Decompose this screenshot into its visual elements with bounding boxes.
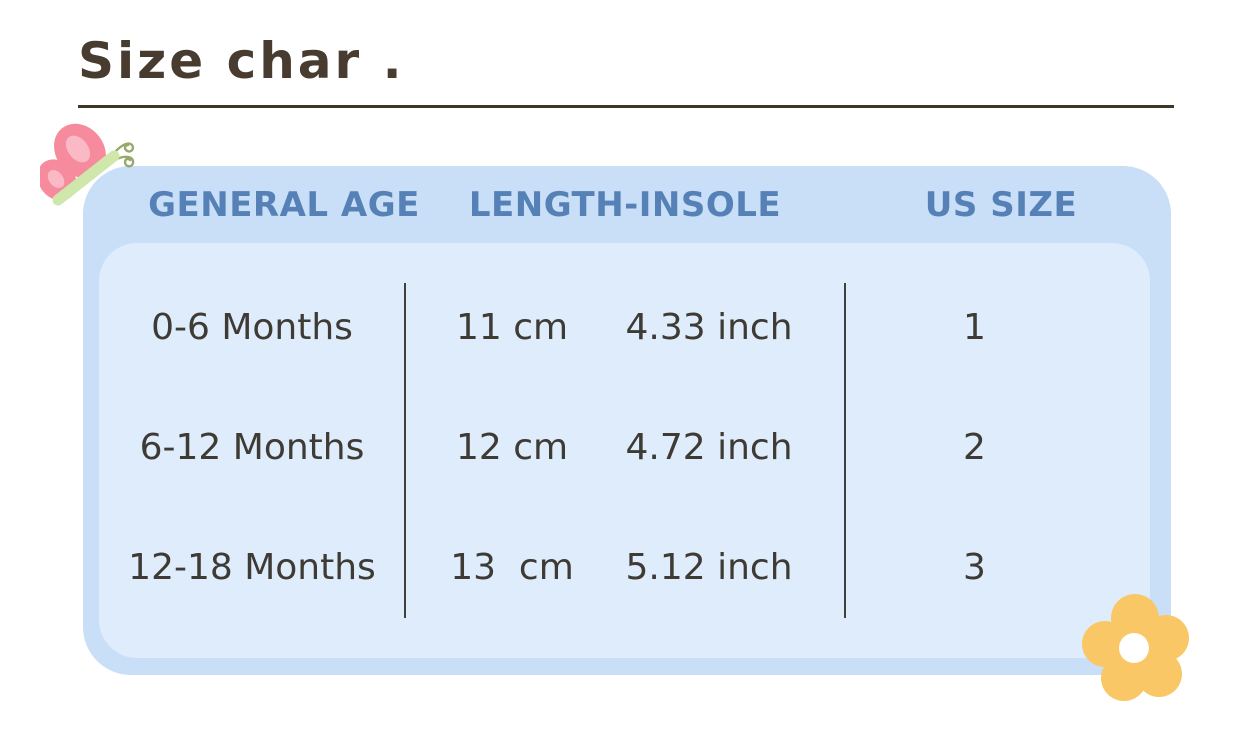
column-divider bbox=[844, 283, 846, 618]
cell-us-size: 3 bbox=[963, 546, 986, 588]
table-row: 6-12 Months 12 cm 4.72 inch 2 bbox=[99, 387, 1150, 507]
size-chart-table: GENERAL AGE LENGTH-INSOLE US SIZE 0-6 Mo… bbox=[83, 166, 1171, 675]
cell-us-size: 1 bbox=[963, 306, 986, 348]
table-row: 0-6 Months 11 cm 4.33 inch 1 bbox=[99, 267, 1150, 387]
cell-length-cm: 12 cm bbox=[455, 426, 569, 468]
title-underline bbox=[78, 105, 1174, 108]
column-divider bbox=[404, 283, 406, 618]
cell-us-size: 2 bbox=[963, 426, 986, 468]
cell-length-cm: 11 cm bbox=[455, 306, 569, 348]
cell-length-inch: 5.12 inch bbox=[625, 546, 793, 588]
page-title: Size char . bbox=[78, 32, 405, 90]
cell-age: 0-6 Months bbox=[151, 306, 353, 348]
cell-age: 6-12 Months bbox=[139, 426, 365, 468]
cell-length-inch: 4.72 inch bbox=[625, 426, 793, 468]
cell-length-inch: 4.33 inch bbox=[625, 306, 793, 348]
cell-length-cm: 13 cm bbox=[450, 546, 574, 588]
table-row: 12-18 Months 13 cm 5.12 inch 3 bbox=[99, 507, 1150, 627]
flower-icon bbox=[1082, 594, 1189, 701]
column-header-length-insole: LENGTH-INSOLE bbox=[468, 184, 782, 225]
cell-age: 12-18 Months bbox=[128, 546, 376, 588]
butterfly-icon bbox=[40, 123, 135, 206]
table-body-panel: 0-6 Months 11 cm 4.33 inch 1 6-12 Months… bbox=[99, 243, 1150, 658]
column-header-us-size: US SIZE bbox=[924, 184, 1078, 225]
column-header-general-age: GENERAL AGE bbox=[148, 184, 420, 225]
